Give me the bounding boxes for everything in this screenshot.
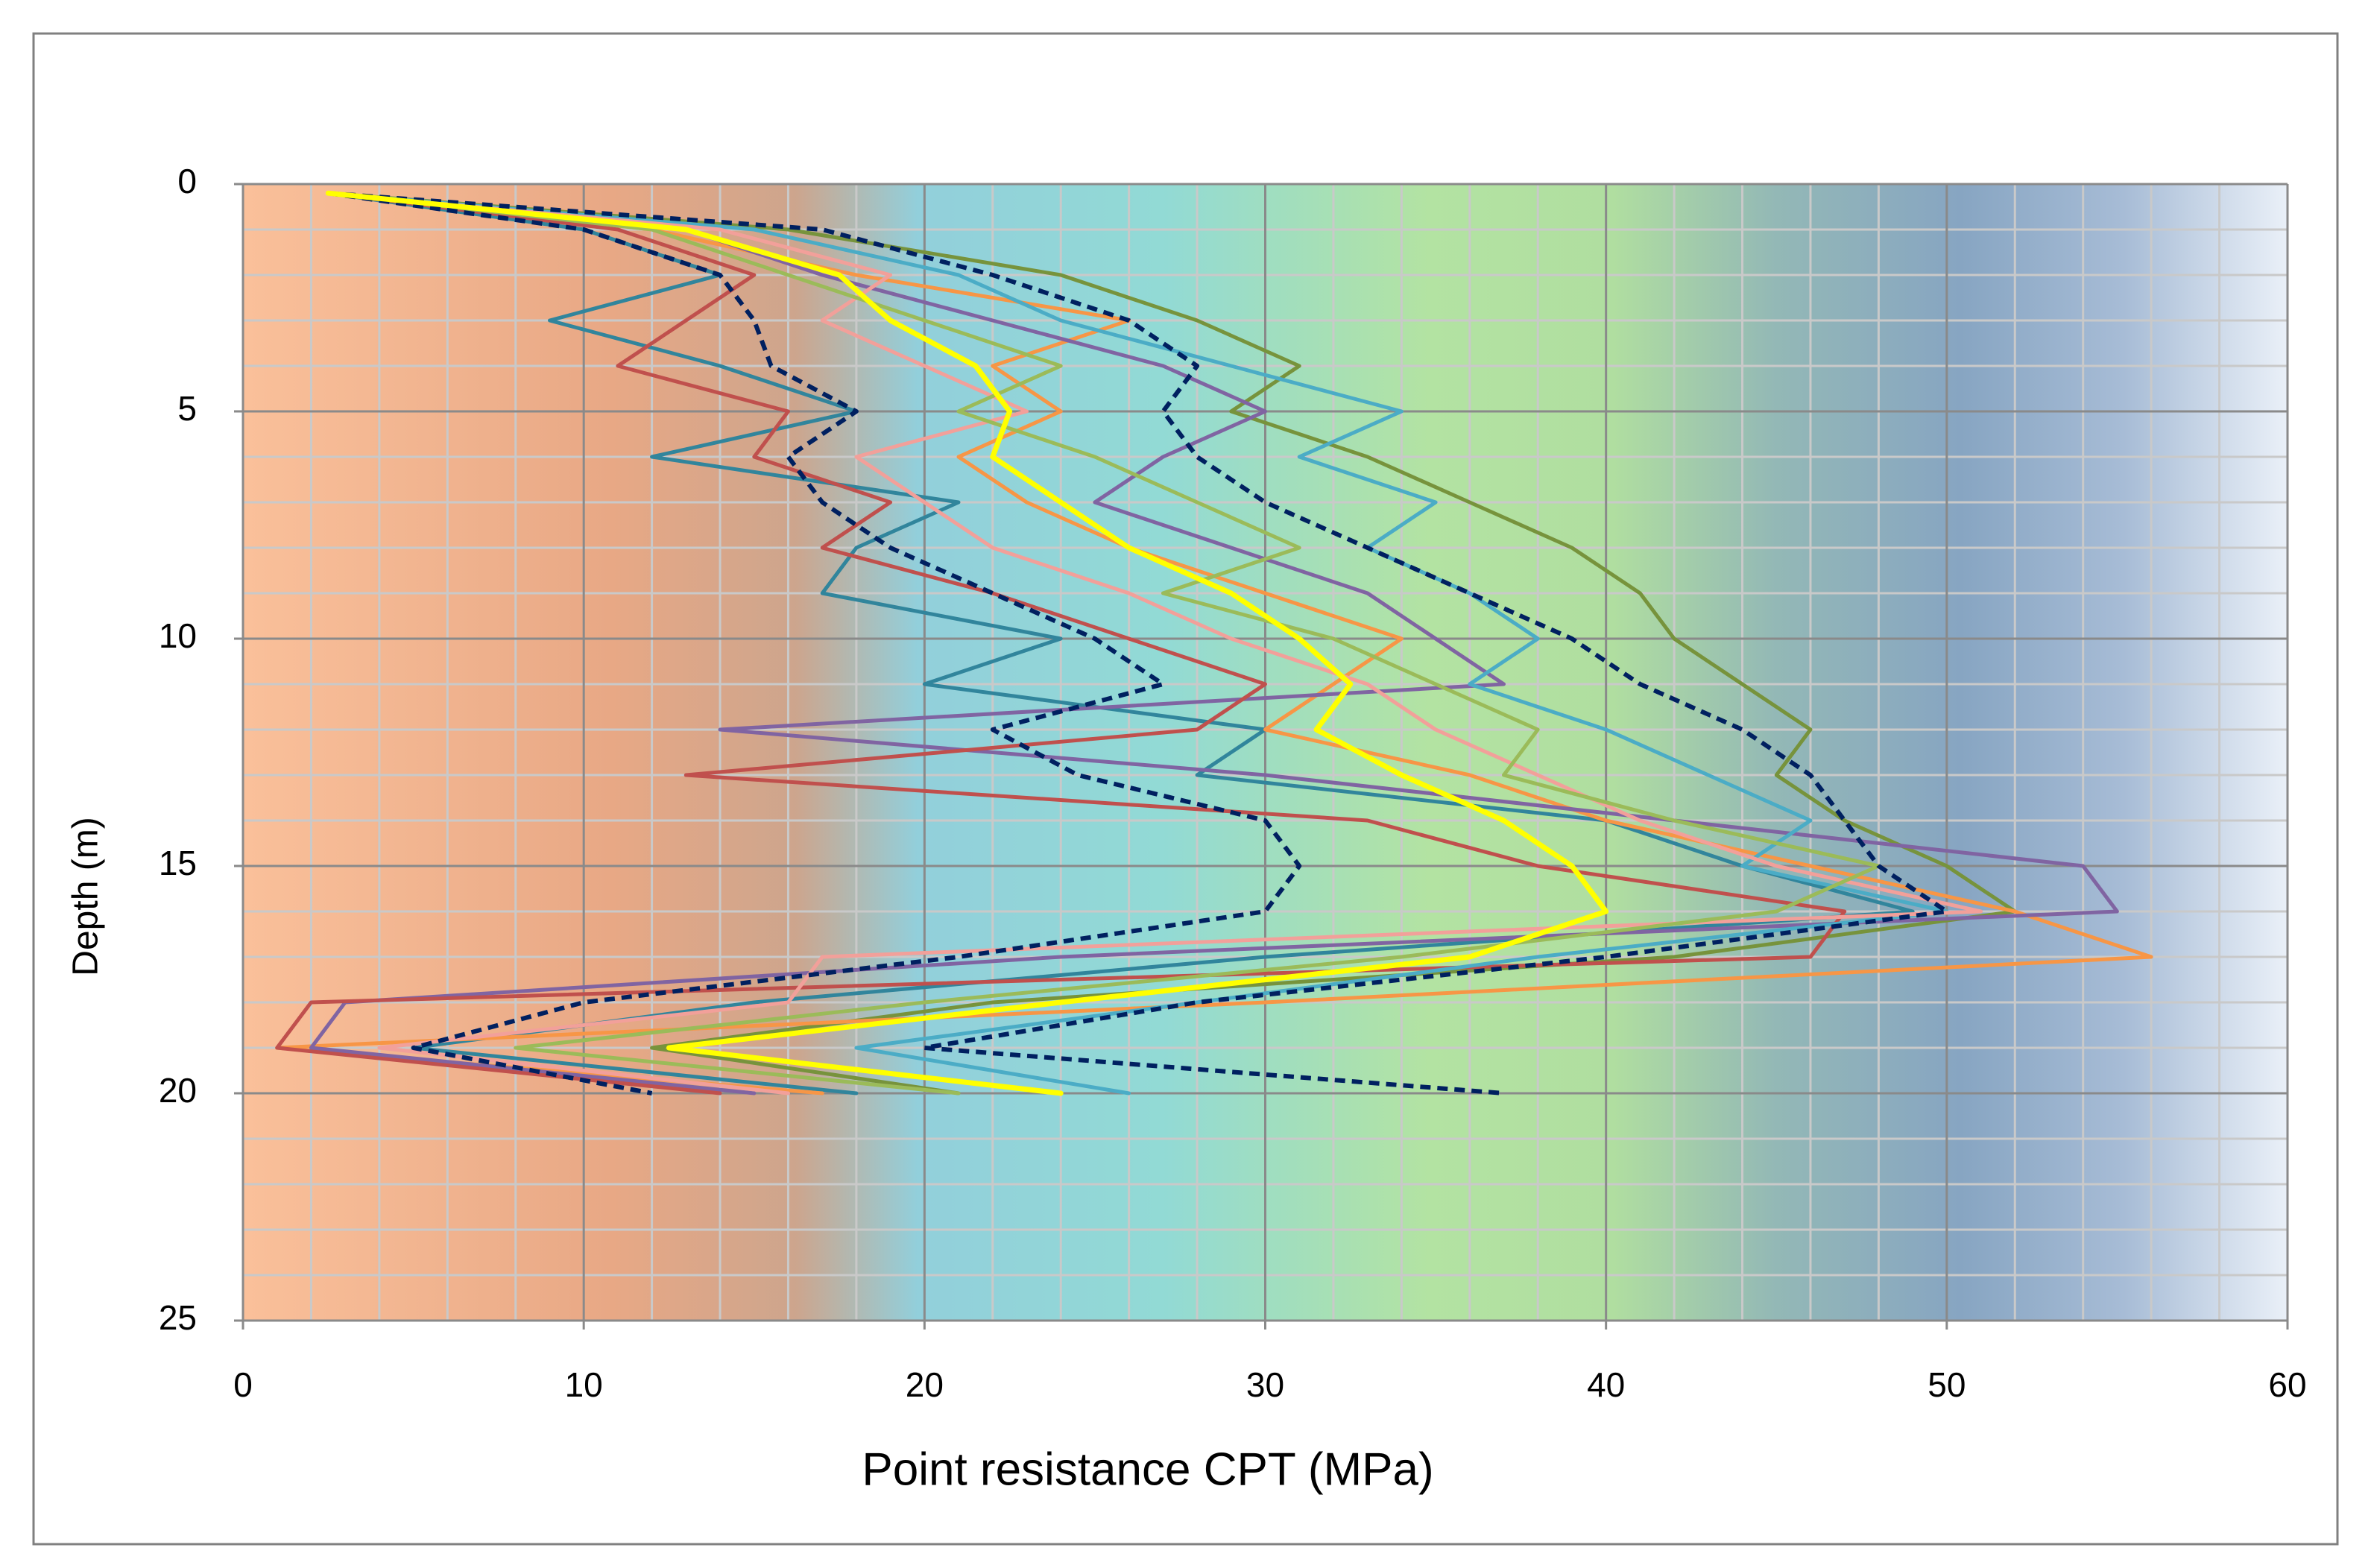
y-axis-title: Depth (m) xyxy=(66,817,106,976)
y-tick-label: 20 xyxy=(159,1071,197,1110)
cpt-line xyxy=(275,191,1847,1096)
cpt-line xyxy=(326,191,1983,1096)
cpt-line xyxy=(326,191,1915,1096)
x-tick-label: 40 xyxy=(1587,1365,1625,1404)
x-tick-label: 60 xyxy=(2268,1365,2306,1404)
y-tick-label: 25 xyxy=(159,1298,197,1337)
x-tick-label: 30 xyxy=(1246,1365,1284,1404)
y-tick-label: 15 xyxy=(159,844,197,882)
x-tick-label: 10 xyxy=(565,1365,603,1404)
dashed-line xyxy=(328,191,1949,1096)
x-axis-title: Point resistance CPT (MPa) xyxy=(862,1444,1433,1495)
cpt-line xyxy=(309,191,2119,1096)
cpt-line xyxy=(275,191,2153,1096)
cpt-line xyxy=(326,191,2017,1096)
cpt-line xyxy=(326,191,1881,1096)
x-tick-label: 20 xyxy=(906,1365,944,1404)
cpt-line xyxy=(325,190,1609,1096)
dashed-line xyxy=(327,191,1302,1096)
y-tick-label: 10 xyxy=(159,616,197,655)
y-tick-label: 0 xyxy=(177,162,197,200)
cpt-line xyxy=(326,191,1949,1096)
x-tick-label: 50 xyxy=(1928,1365,1966,1404)
x-tick-label: 0 xyxy=(233,1365,253,1404)
y-tick-label: 5 xyxy=(177,389,197,428)
